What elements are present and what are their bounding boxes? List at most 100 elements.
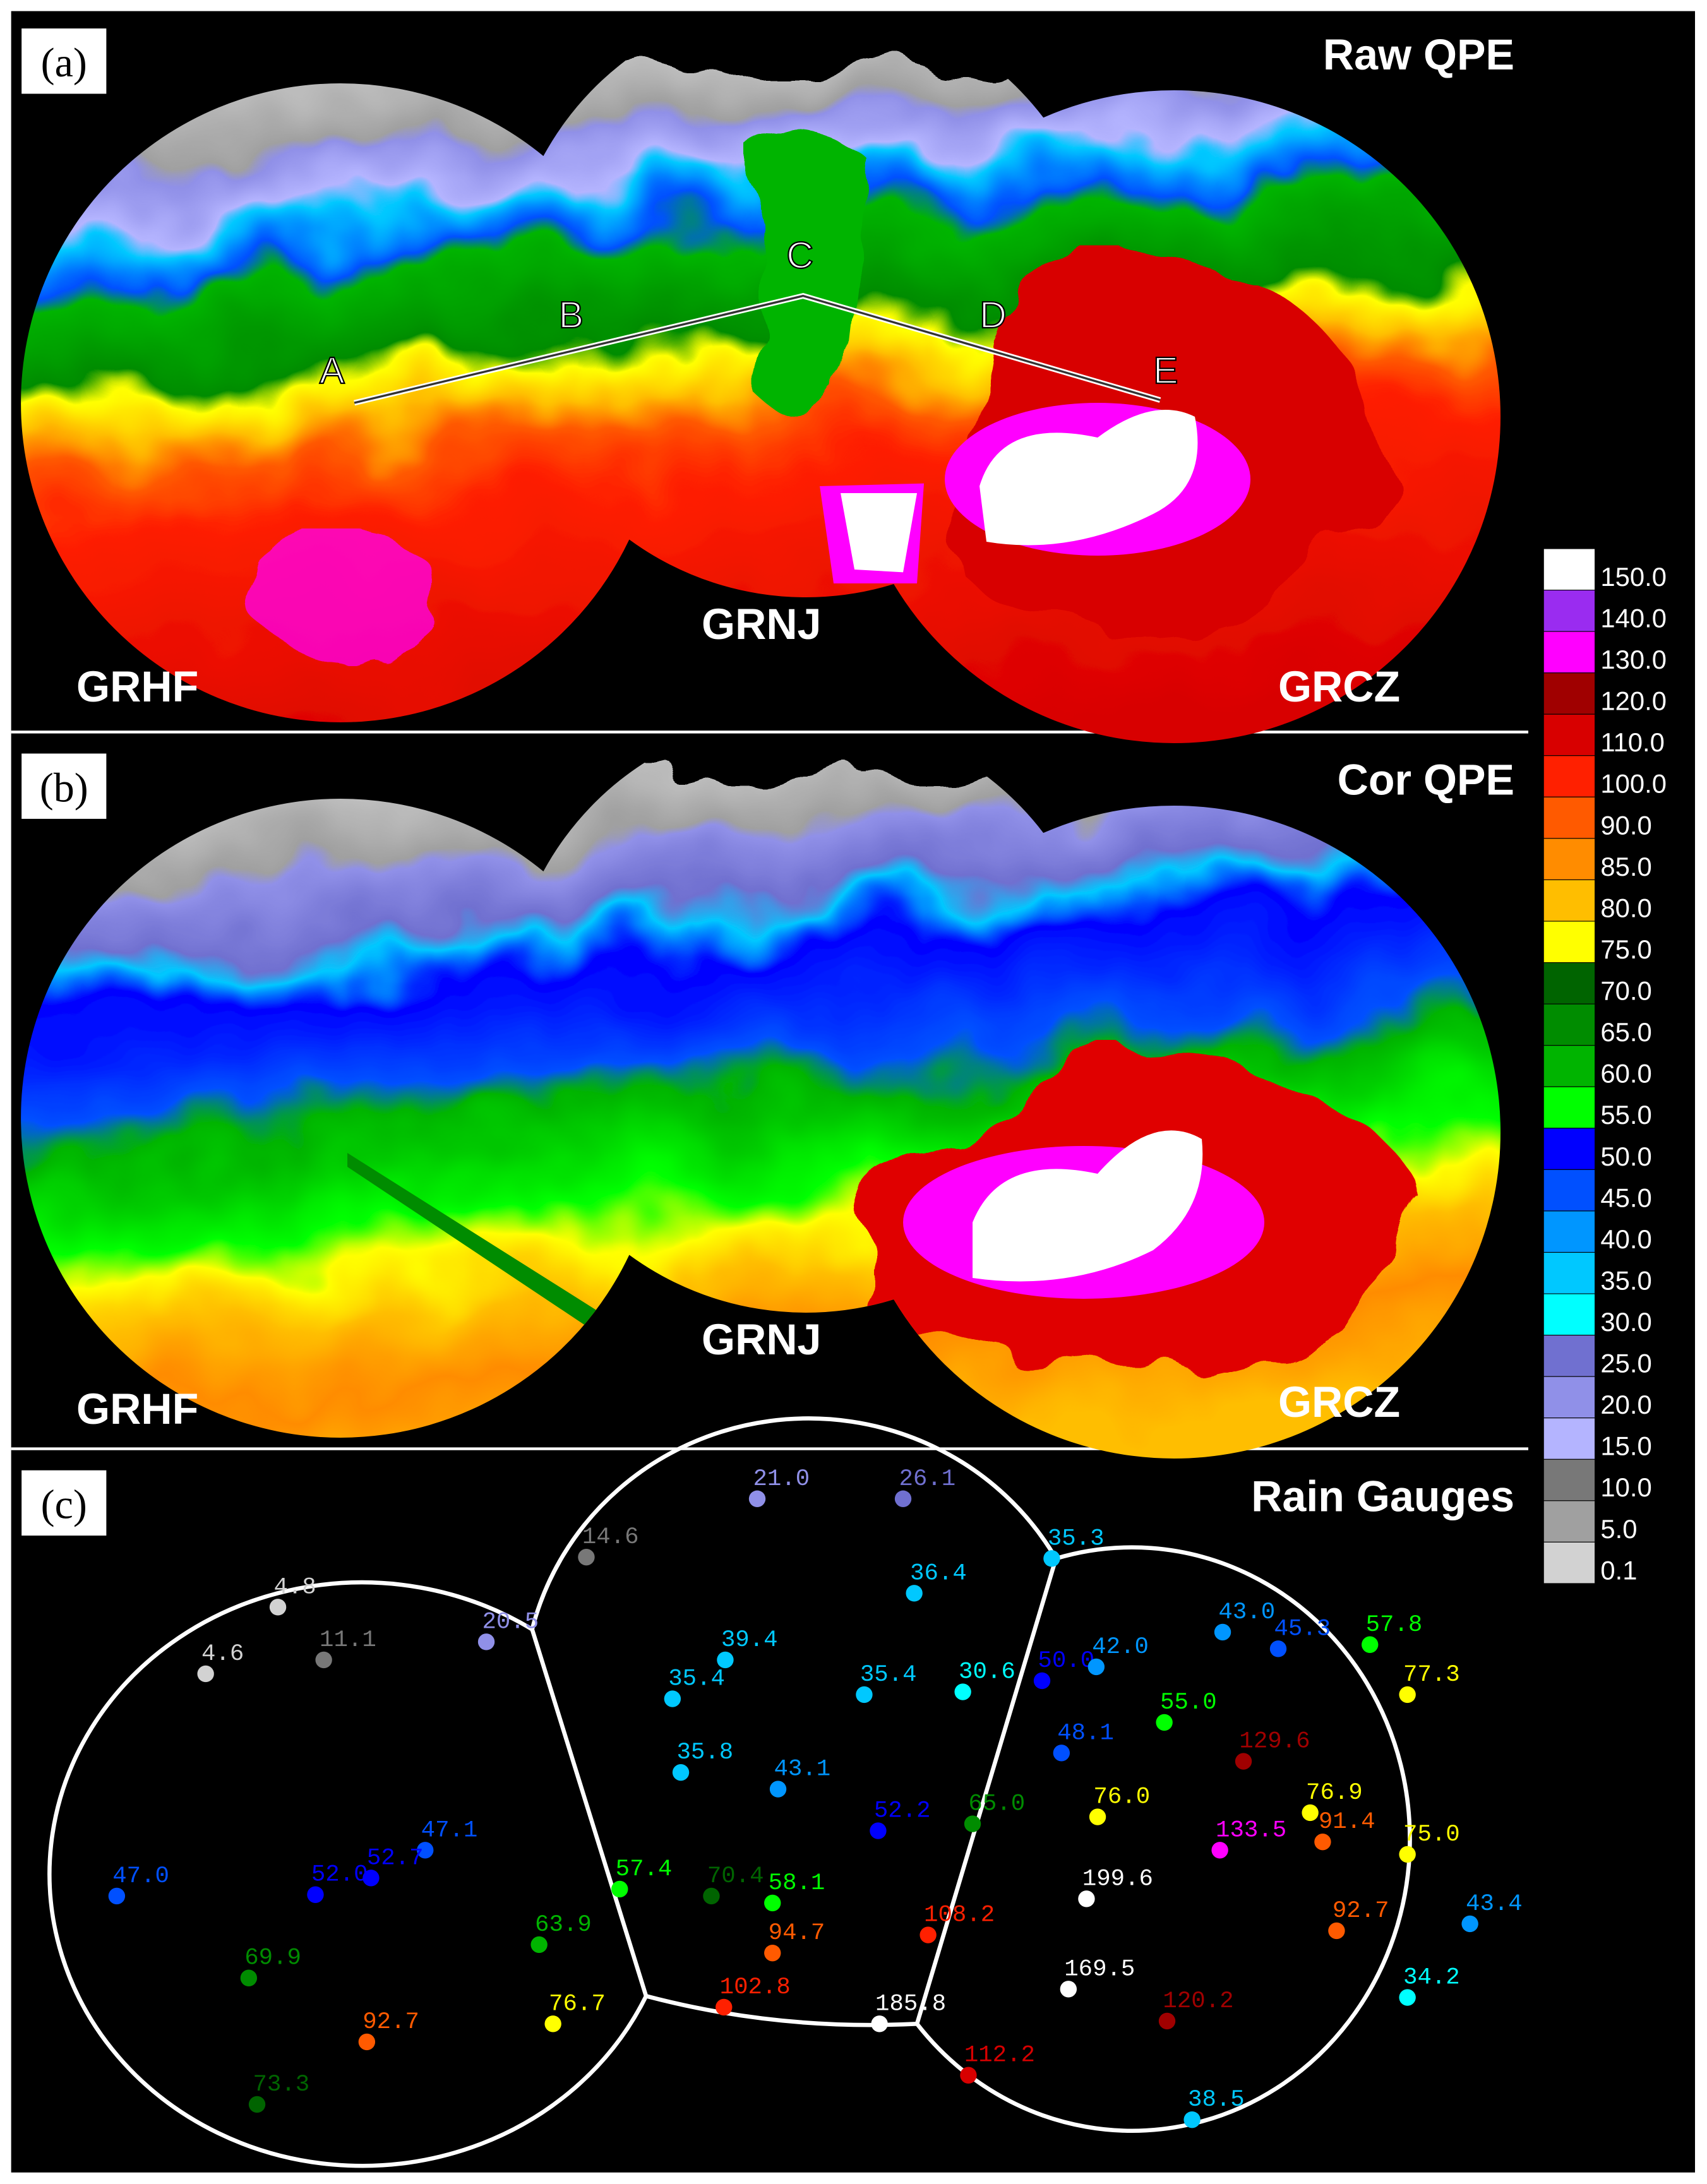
gauge-value: 4.6	[201, 1641, 244, 1668]
gauge	[248, 2096, 266, 2113]
gauge-value: 35.4	[860, 1662, 917, 1688]
legend-label: 15.0	[1600, 1431, 1651, 1461]
gauge-value: 70.4	[707, 1863, 764, 1890]
legend-label: 35.0	[1600, 1265, 1651, 1295]
gauge	[1060, 1981, 1077, 1998]
gauge-value: 14.6	[582, 1524, 639, 1551]
legend-swatch	[1543, 755, 1596, 797]
gauge	[764, 1944, 781, 1962]
gauge-value: 75.0	[1403, 1822, 1460, 1848]
legend-label: 100.0	[1600, 769, 1667, 799]
legend-swatch	[1543, 1210, 1596, 1253]
legend-swatch	[1543, 1500, 1596, 1543]
gauge	[417, 1842, 434, 1859]
transect	[354, 294, 1161, 404]
panel-label: (a)	[41, 40, 87, 86]
gauge-value: 133.5	[1216, 1817, 1286, 1844]
legend-swatch	[1543, 1251, 1596, 1294]
gauge	[870, 1822, 887, 1839]
gauge-value: 92.7	[362, 2009, 419, 2036]
panel-title: Raw QPE	[1323, 31, 1514, 79]
radar-name: GRCZ	[1278, 1378, 1400, 1426]
gauge	[1087, 1658, 1105, 1676]
gauge-value: 94.7	[769, 1920, 825, 1947]
gauge-value: 11.1	[320, 1627, 376, 1654]
gauge-value: 45.3	[1274, 1616, 1331, 1642]
gauge	[1314, 1833, 1331, 1851]
gauge	[871, 2015, 888, 2032]
gauge	[764, 1894, 781, 1912]
rain-core	[979, 409, 1198, 546]
gauge	[315, 1651, 332, 1669]
gauge	[1043, 1550, 1060, 1567]
legend-swatch	[1543, 1335, 1596, 1377]
gauge	[1399, 1686, 1416, 1704]
gauge	[197, 1665, 214, 1683]
gauge-value: 35.4	[668, 1666, 725, 1693]
legend-label: 50.0	[1600, 1142, 1651, 1171]
gauge-value: 102.8	[720, 1974, 791, 2001]
legend-label: 110.0	[1600, 727, 1664, 757]
point-label: E	[1153, 349, 1178, 391]
radar-name: GRHF	[76, 1385, 198, 1433]
legend-swatch	[1543, 631, 1596, 674]
gauge	[1158, 2012, 1176, 2030]
radar-name: GRHF	[76, 663, 198, 711]
legend-label: 90.0	[1600, 810, 1651, 840]
gauge	[1399, 1846, 1416, 1863]
gauge	[1328, 1922, 1345, 1940]
gauge	[1089, 1808, 1106, 1825]
radar-name: GRNJ	[702, 1316, 821, 1364]
gauge-value: 4.8	[273, 1574, 316, 1601]
legend-swatch	[1543, 672, 1596, 715]
legend-label: 60.0	[1600, 1059, 1651, 1089]
gauge	[611, 1880, 628, 1898]
gauge-value: 43.1	[774, 1757, 830, 1783]
panel-label-box	[20, 27, 108, 95]
gauge	[672, 1763, 690, 1781]
rain-core	[841, 492, 918, 573]
gauge	[664, 1690, 681, 1707]
legend-label: 140.0	[1600, 604, 1667, 633]
panel-label-box	[20, 752, 108, 821]
legend-label: 120.0	[1600, 686, 1667, 716]
gauge-value: 43.4	[1466, 1891, 1523, 1918]
gauge-value: 129.6	[1239, 1729, 1310, 1755]
gauge-value: 47.0	[112, 1863, 169, 1890]
panel-label: (c)	[41, 1482, 87, 1528]
gauge	[530, 1936, 548, 1954]
coverage	[47, 1416, 1412, 2168]
legend-swatch	[1543, 1128, 1596, 1170]
gauge	[856, 1686, 873, 1704]
gauge	[477, 1633, 495, 1650]
gauge	[1156, 1714, 1173, 1731]
legend-label: 55.0	[1600, 1100, 1651, 1130]
gauge-value: 36.4	[910, 1560, 967, 1587]
gauge-value: 43.0	[1218, 1599, 1275, 1626]
legend-swatch	[1543, 589, 1596, 632]
gauge-value: 42.0	[1092, 1634, 1149, 1661]
legend-swatch	[1543, 796, 1596, 839]
panel-label: (b)	[40, 765, 88, 811]
legend-label: 70.0	[1600, 976, 1651, 1006]
gauge-value: 50.0	[1038, 1648, 1094, 1674]
legend-label: 10.0	[1600, 1472, 1651, 1502]
point-label: D	[979, 294, 1007, 336]
gauge-value: 76.7	[549, 1991, 606, 2017]
legend-swatch	[1543, 548, 1596, 591]
legend-swatch	[1543, 962, 1596, 1005]
gauge	[1211, 1842, 1228, 1859]
gauge	[1269, 1640, 1287, 1657]
rain-core	[250, 534, 445, 660]
coverage-outline	[530, 1416, 1058, 2027]
gauge	[1214, 1623, 1231, 1641]
gauge	[1399, 1989, 1416, 2006]
gauge-value: 35.8	[676, 1739, 733, 1766]
gauge-value: 92.7	[1333, 1898, 1389, 1924]
legend-swatch	[1543, 838, 1596, 881]
gauge	[1183, 2111, 1201, 2128]
legend-swatch	[1543, 1417, 1596, 1460]
gauge	[748, 1490, 766, 1507]
gauge-value: 26.1	[899, 1466, 955, 1493]
